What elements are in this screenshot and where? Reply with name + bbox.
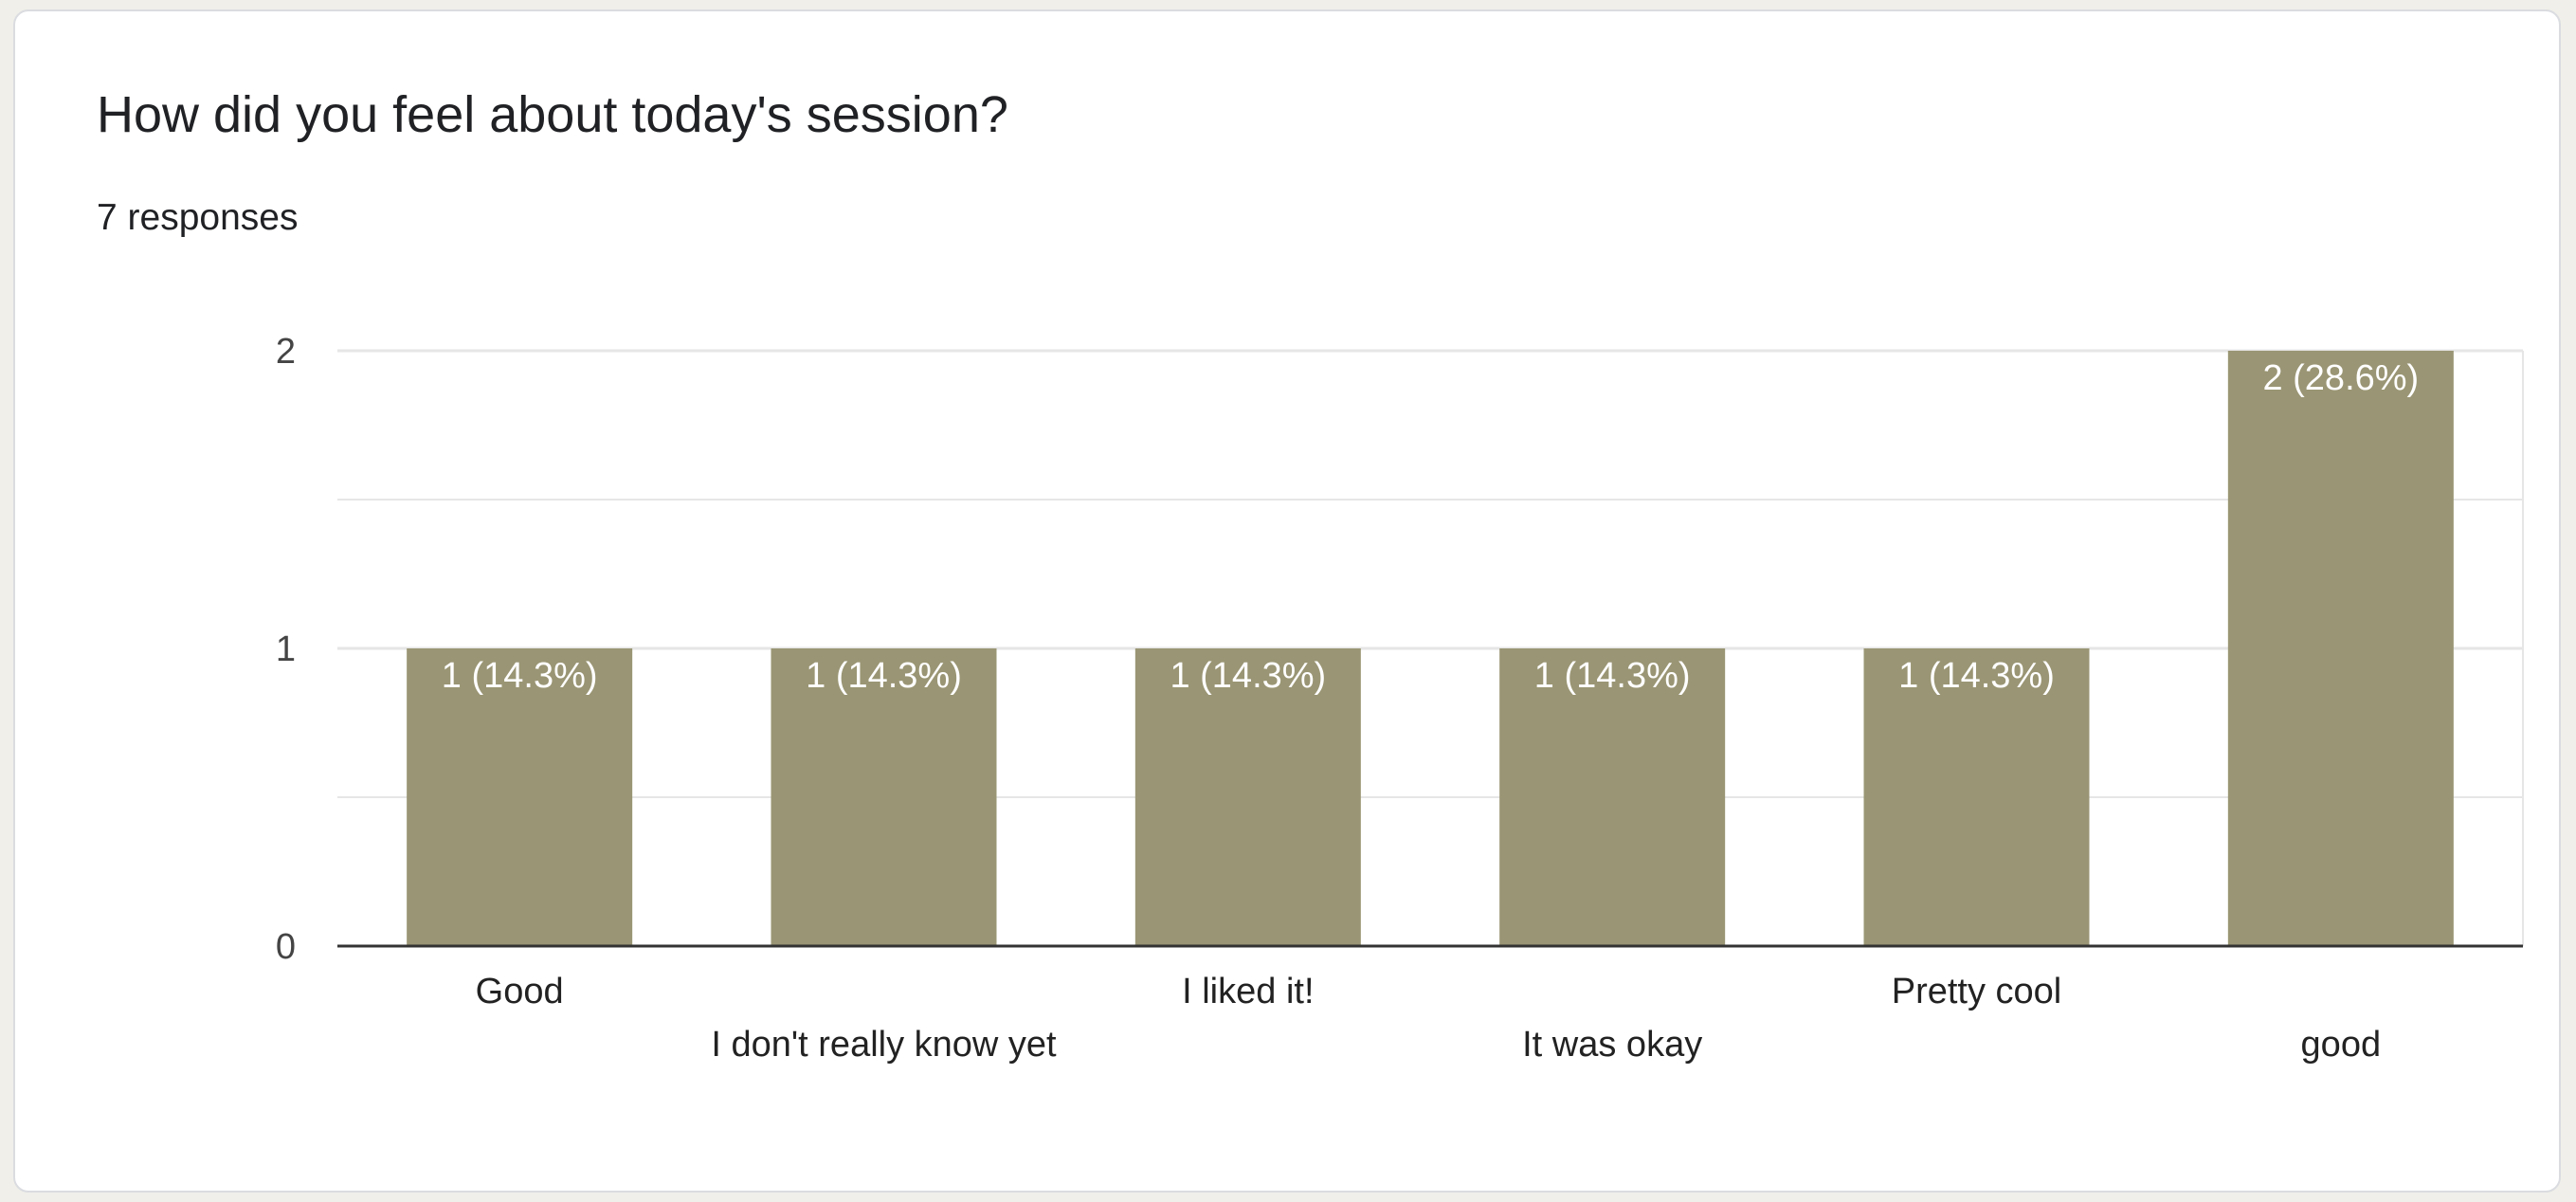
bar [407, 648, 633, 946]
bar-data-label: 1 (14.3%) [806, 656, 962, 696]
bar-data-label: 1 (14.3%) [1170, 656, 1326, 696]
y-tick-label: 0 [276, 927, 296, 967]
x-category-label: Pretty cool [1892, 972, 2062, 1011]
x-category-label: I liked it! [1182, 972, 1314, 1011]
bar [1134, 648, 1361, 946]
question-summary-card: How did you feel about today's session? … [13, 9, 2561, 1193]
x-category-label: good [2301, 1025, 2382, 1065]
bar-data-label: 1 (14.3%) [1534, 656, 1691, 696]
question-title: How did you feel about today's session? [97, 86, 1008, 143]
bar-data-label: 2 (28.6%) [2262, 358, 2419, 398]
bar [1499, 648, 1726, 946]
bar-data-label: 1 (14.3%) [1898, 656, 2055, 696]
bar [2227, 351, 2454, 946]
bar-data-label: 1 (14.3%) [442, 656, 598, 696]
x-category-label: I don't really know yet [711, 1025, 1057, 1065]
response-count: 7 responses [97, 197, 299, 238]
x-category-label: Good [476, 972, 564, 1011]
x-category-label: It was okay [1522, 1025, 1702, 1065]
bar [771, 648, 997, 946]
y-tick-label: 2 [276, 332, 296, 372]
bar [1863, 648, 2090, 946]
y-tick-label: 1 [276, 629, 296, 669]
